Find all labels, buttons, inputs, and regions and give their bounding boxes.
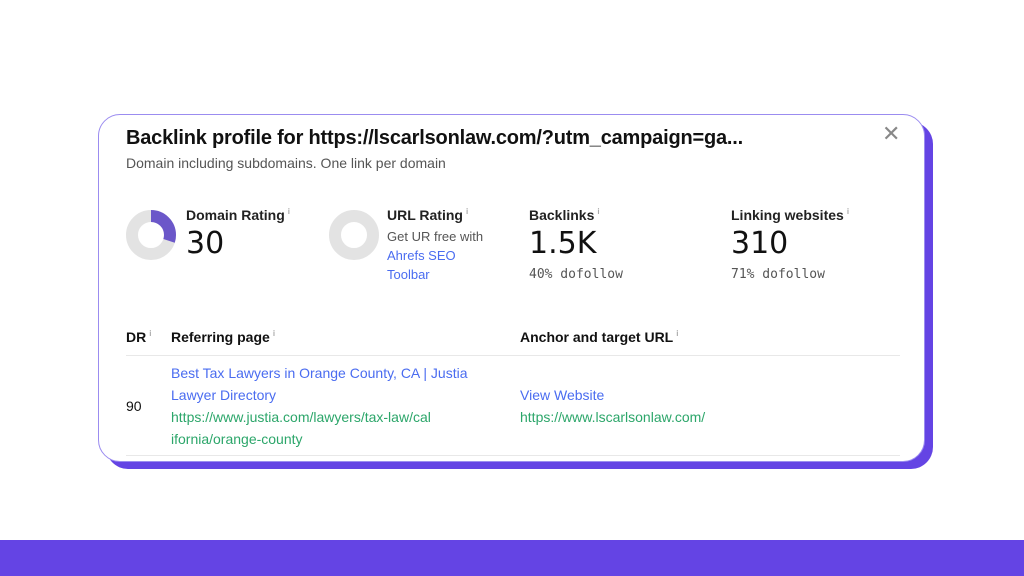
column-header-referring-page[interactable]: Referring page i [171,329,276,345]
anchor-link[interactable]: View Website [520,387,605,403]
divider [126,455,900,456]
domain-rating-donut [126,210,176,260]
info-icon[interactable]: i [465,207,469,216]
referring-page-title-link[interactable]: Best Tax Lawyers in Orange County, CA | … [171,365,468,403]
url-rating-metric: URL Rating i Get UR free with Ahrefs SEO … [387,207,497,284]
backlink-profile-dialog: Backlink profile for https://lscarlsonla… [98,114,925,462]
info-icon[interactable]: i [597,207,600,216]
info-icon[interactable]: i [272,329,276,338]
info-icon[interactable]: i [149,329,152,338]
url-rating-label: URL Rating [387,207,463,223]
backlinks-label: Backlinks [529,207,595,223]
dialog-header: Backlink profile for https://lscarlsonla… [126,125,866,171]
dialog-subtitle: Domain including subdomains. One link pe… [126,155,446,171]
row-dr: 90 [126,398,142,414]
column-header-dr[interactable]: DR i [126,329,152,345]
domain-rating-label: Domain Rating [186,207,285,223]
domain-rating-value: 30 [186,226,225,261]
close-icon[interactable]: ✕ [882,121,901,146]
domain-rating-arc [126,210,176,260]
linking-websites-value: 310 [731,226,789,261]
referring-page-url-link[interactable]: https://www.justia.com/lawyers/tax-law/c… [171,409,431,447]
backlinks-value: 1.5K [529,226,597,261]
info-icon[interactable]: i [676,329,679,338]
linking-websites-metric: Linking websites i 310 71% dofollow [731,207,849,282]
target-url-link[interactable]: https://www.lscarlsonlaw.com/ [520,409,706,425]
url-rating-text: Get UR free with [387,229,484,244]
backlinks-metric: Backlinks i 1.5K 40% dofollow [529,207,623,282]
url-rating-donut [329,210,379,260]
bottom-accent-bar [0,540,1024,576]
backlinks-dofollow: 40% dofollow [529,267,623,282]
column-header-anchor[interactable]: Anchor and target URL i [520,329,679,345]
dialog-title: Backlink profile for https://lscarlsonla… [126,127,743,149]
domain-rating-metric: Domain Rating i 30 [186,207,290,261]
linking-websites-dofollow: 71% dofollow [731,267,825,282]
info-icon[interactable]: i [846,207,850,216]
ahrefs-toolbar-link[interactable]: Ahrefs SEO Toolbar [387,248,456,282]
info-icon[interactable]: i [287,207,291,216]
linking-websites-label: Linking websites [731,207,844,223]
divider [126,355,900,356]
